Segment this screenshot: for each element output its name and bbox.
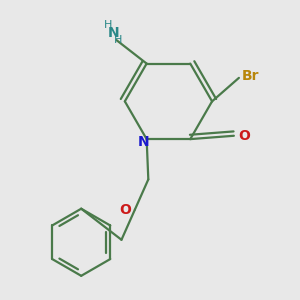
Text: N: N xyxy=(107,26,119,40)
Text: N: N xyxy=(137,136,149,149)
Text: H: H xyxy=(114,35,122,45)
Text: O: O xyxy=(238,129,250,143)
Text: O: O xyxy=(119,202,131,217)
Text: Br: Br xyxy=(242,69,260,83)
Text: H: H xyxy=(104,20,112,30)
